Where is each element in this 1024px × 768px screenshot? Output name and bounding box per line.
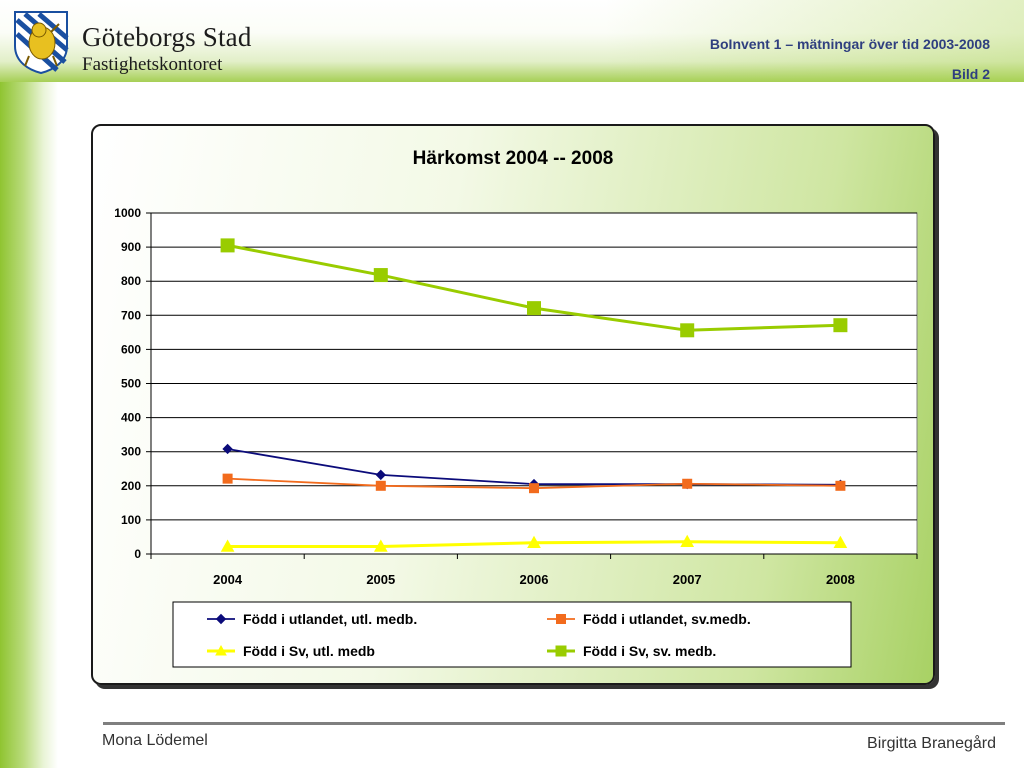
data-point	[373, 268, 388, 283]
y-tick-label: 800	[121, 274, 141, 288]
y-tick-label: 300	[121, 445, 141, 459]
data-point	[220, 238, 235, 253]
data-point	[680, 323, 695, 338]
legend-box	[172, 601, 852, 668]
x-tick-label: 2007	[673, 572, 702, 587]
y-tick-label: 400	[121, 411, 141, 425]
legend-label: Född i Sv, utl. medb	[243, 643, 375, 659]
legend-label: Född i utlandet, utl. medb.	[243, 611, 417, 627]
data-point	[222, 443, 233, 455]
y-tick-label: 200	[121, 479, 141, 493]
y-tick-label: 0	[134, 547, 141, 561]
x-tick-label: 2006	[520, 572, 549, 587]
y-tick-label: 1000	[114, 206, 141, 220]
left-side-band	[0, 82, 58, 768]
data-point	[375, 480, 386, 491]
data-point	[373, 539, 388, 552]
data-point	[527, 535, 541, 549]
y-tick-label: 500	[121, 377, 141, 391]
presentation-title: BoInvent 1 – mätningar över tid 2003-200…	[709, 36, 990, 52]
header-band	[0, 0, 1024, 82]
legend-marker	[215, 644, 227, 656]
goteborg-lion-shield-icon	[14, 11, 69, 74]
y-tick-label: 700	[121, 308, 141, 322]
legend-marker	[215, 613, 227, 625]
y-tick-label: 600	[121, 342, 141, 356]
slide-number: Bild 2	[951, 66, 990, 82]
data-point	[680, 534, 695, 548]
header-band-gradient	[604, 0, 1024, 82]
footer-divider	[103, 722, 1005, 725]
line-chart: Härkomst 2004 -- 2008 0 100 200 300 400 500 600…	[114, 148, 918, 668]
org-department: Fastighetskontoret	[82, 54, 223, 75]
data-point	[375, 469, 387, 481]
data-point	[527, 301, 541, 316]
data-point	[529, 483, 539, 494]
legend-label: Född i utlandet, sv.medb.	[583, 611, 751, 627]
data-point	[220, 539, 235, 552]
legend-marker	[556, 614, 566, 624]
chart-panel: Härkomst 2004 -- 2008 0 100 200 300 400 500 600…	[91, 124, 935, 685]
x-tick-label: 2004	[213, 572, 243, 587]
footer-author-left: Mona Lödemel	[102, 732, 208, 749]
data-point	[682, 478, 693, 489]
data-point	[833, 318, 848, 333]
x-tick-label: 2008	[826, 572, 855, 587]
chart-title: Härkomst 2004 -- 2008	[413, 148, 614, 169]
data-point	[222, 473, 233, 484]
footer-author-right: Birgitta Branegård	[867, 735, 996, 752]
x-tick-label: 2005	[366, 572, 395, 587]
y-tick-label: 900	[121, 240, 141, 254]
legend-label: Född i Sv, sv. medb.	[583, 643, 716, 659]
data-point	[835, 480, 846, 491]
y-tick-label: 100	[121, 513, 141, 527]
data-point	[833, 535, 848, 549]
org-name: Göteborgs Stad	[82, 22, 252, 52]
legend-marker	[555, 645, 567, 657]
